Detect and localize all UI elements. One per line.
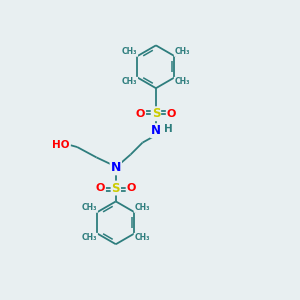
Text: O: O: [127, 183, 136, 193]
Text: S: S: [152, 107, 160, 120]
Text: CH₃: CH₃: [134, 203, 150, 212]
Text: O: O: [136, 109, 145, 119]
Text: HO: HO: [52, 140, 70, 150]
Text: CH₃: CH₃: [82, 233, 97, 242]
Text: O: O: [96, 183, 105, 193]
Text: CH₃: CH₃: [174, 47, 190, 56]
Text: CH₃: CH₃: [174, 77, 190, 86]
Text: N: N: [111, 161, 121, 174]
Text: O: O: [167, 109, 176, 119]
Text: CH₃: CH₃: [122, 47, 137, 56]
Text: H: H: [164, 124, 173, 134]
Text: S: S: [112, 182, 120, 194]
Text: CH₃: CH₃: [122, 77, 137, 86]
Text: N: N: [151, 124, 161, 137]
Text: CH₃: CH₃: [82, 203, 97, 212]
Text: CH₃: CH₃: [134, 233, 150, 242]
